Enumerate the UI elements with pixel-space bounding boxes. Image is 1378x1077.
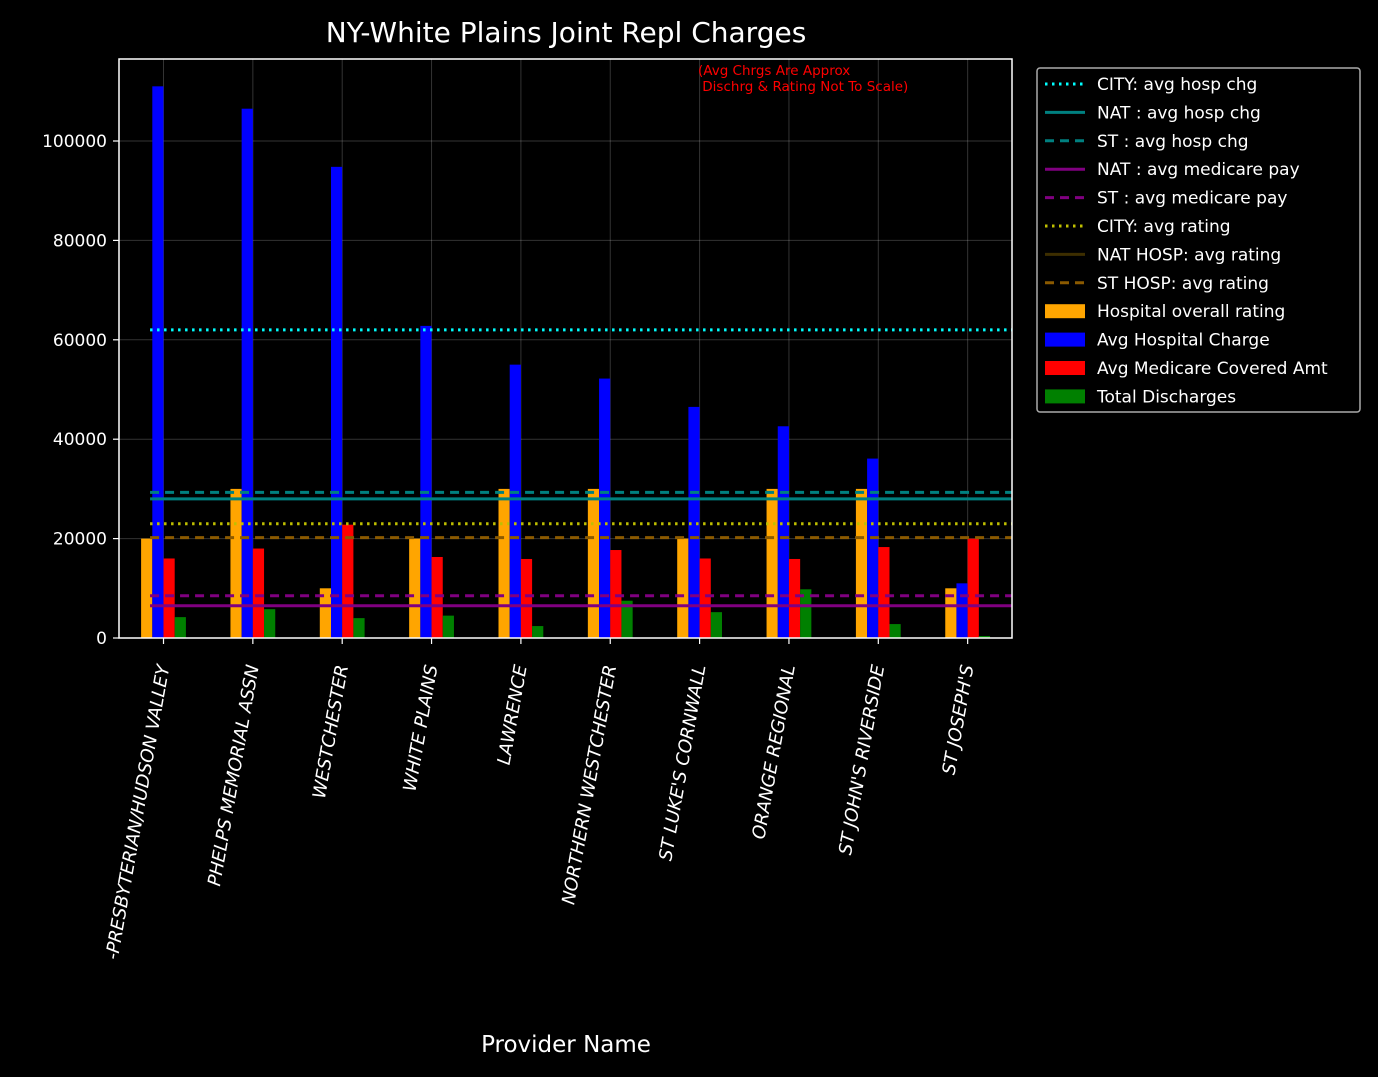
- bar-hospital-overall-rating-2: [319, 588, 331, 638]
- bar-avg-medicare-covered-amt-1: [252, 548, 265, 638]
- legend-label: NAT : avg hosp chg: [1097, 103, 1261, 123]
- bar-avg-medicare-covered-amt-4: [520, 558, 533, 638]
- annotation-line-2: Dischrg & Rating Not To Scale): [698, 79, 908, 95]
- legend-swatch-patch: [1045, 332, 1085, 347]
- y-tick-label: 40000: [53, 430, 107, 450]
- bar-avg-medicare-covered-amt-9: [967, 538, 979, 638]
- y-tick-label: 20000: [53, 530, 107, 550]
- bar-hospital-overall-rating-6: [677, 538, 689, 638]
- legend-swatch-patch: [1045, 389, 1085, 404]
- legend-label: Avg Hospital Charge: [1097, 331, 1270, 351]
- bar-total-discharges-6: [710, 612, 722, 638]
- bar-avg-hospital-charge-4: [509, 364, 521, 638]
- legend-label: NAT HOSP: avg rating: [1097, 245, 1281, 265]
- bar-avg-medicare-covered-amt-3: [431, 556, 443, 638]
- bars-layer: [141, 86, 991, 638]
- plot-frame: [118, 58, 1013, 639]
- bar-hospital-overall-rating-0: [141, 538, 153, 638]
- legend-label: ST : avg medicare pay: [1097, 189, 1287, 209]
- bar-avg-hospital-charge-9: [956, 583, 968, 638]
- bar-hospital-overall-rating-1: [230, 488, 242, 638]
- bar-hospital-overall-rating-8: [855, 488, 868, 638]
- bar-total-discharges-5: [621, 600, 633, 638]
- legend-label: CITY: avg rating: [1097, 217, 1231, 237]
- bar-avg-medicare-covered-amt-8: [878, 547, 890, 638]
- bar-avg-hospital-charge-0: [152, 86, 164, 638]
- legend-swatch-patch: [1045, 361, 1085, 375]
- bar-total-discharges-1: [264, 609, 276, 638]
- bar-total-discharges-7: [800, 589, 812, 638]
- legend-swatch-patch: [1045, 304, 1085, 319]
- bar-avg-medicare-covered-amt-7: [788, 558, 801, 638]
- y-tick-label: 80000: [53, 231, 107, 251]
- bar-avg-hospital-charge-6: [688, 406, 700, 638]
- bar-avg-hospital-charge-7: [777, 426, 789, 638]
- bar-total-discharges-0: [174, 617, 186, 638]
- legend-label: NAT : avg medicare pay: [1097, 160, 1300, 180]
- bar-total-discharges-4: [532, 626, 544, 638]
- y-tick-label: 100000: [42, 132, 107, 152]
- bar-avg-medicare-covered-amt-2: [342, 524, 354, 638]
- legend-label: Total Discharges: [1096, 387, 1236, 407]
- legend-frame: [1036, 67, 1361, 413]
- bar-avg-hospital-charge-1: [241, 108, 253, 638]
- x-axis-label: Provider Name: [481, 1032, 651, 1058]
- annotation-line-1: (Avg Chrgs Are Approx: [698, 63, 850, 79]
- bar-total-discharges-8: [889, 624, 901, 638]
- bar-hospital-overall-rating-7: [766, 488, 778, 638]
- bar-total-discharges-3: [442, 615, 454, 638]
- chart-title: NY-White Plains Joint Repl Charges: [326, 16, 807, 49]
- bar-hospital-overall-rating-9: [945, 588, 957, 638]
- bar-avg-hospital-charge-3: [420, 325, 432, 638]
- bar-hospital-overall-rating-4: [498, 488, 510, 638]
- bar-avg-hospital-charge-5: [599, 378, 611, 638]
- y-axis: 0 20000 40000 60000 80000 100000: [42, 132, 119, 649]
- bar-total-discharges-2: [353, 618, 365, 638]
- bar-avg-medicare-covered-amt-0: [163, 558, 175, 638]
- reference-lines-layer: [150, 328, 1012, 608]
- y-tick-label: 60000: [53, 331, 107, 351]
- y-tick-label: 0: [96, 629, 107, 649]
- bar-hospital-overall-rating-5: [587, 488, 600, 638]
- bar-avg-hospital-charge-8: [867, 458, 879, 638]
- legend-label: Hospital overall rating: [1097, 302, 1285, 322]
- bar-total-discharges-9: [978, 636, 991, 638]
- legend-label: ST HOSP: avg rating: [1097, 274, 1269, 294]
- bar-avg-medicare-covered-amt-5: [610, 550, 622, 638]
- bar-hospital-overall-rating-3: [409, 538, 421, 638]
- legend-label: CITY: avg hosp chg: [1097, 75, 1257, 95]
- legend-label: ST : avg hosp chg: [1097, 132, 1249, 152]
- legend: CITY: avg hosp chg NAT : avg hosp chg ST :…: [1036, 67, 1361, 413]
- bar-avg-hospital-charge-2: [331, 166, 343, 638]
- legend-label: Avg Medicare Covered Amt: [1097, 359, 1328, 379]
- bar-avg-medicare-covered-amt-6: [699, 558, 711, 638]
